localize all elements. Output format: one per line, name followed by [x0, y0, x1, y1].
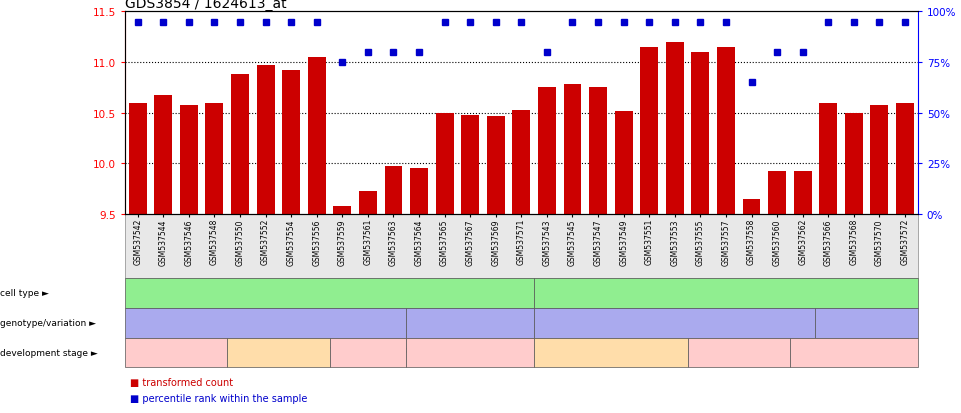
Text: atonal mutant: atonal mutant: [832, 318, 901, 328]
Bar: [896, 103, 914, 214]
Text: atonalGFP reporter_minus: atonalGFP reporter_minus: [662, 288, 790, 299]
Bar: [743, 199, 760, 214]
Bar: [487, 116, 505, 214]
Text: 6.75-7.75 hrs after egg
laying: 6.75-7.75 hrs after egg laying: [571, 346, 652, 359]
Text: 5.75-6.75 hrs after egg
laying: 5.75-6.75 hrs after egg laying: [813, 346, 895, 359]
Bar: [640, 48, 658, 214]
Bar: [512, 110, 530, 214]
Text: 7.75-8.75 hrs after egg
laying: 7.75-8.75 hrs after egg laying: [328, 346, 408, 359]
Text: atonalGFP reporter_plus: atonalGFP reporter_plus: [271, 288, 388, 299]
Text: GDS3854 / 1624613_at: GDS3854 / 1624613_at: [125, 0, 286, 12]
Text: 5.75-6.75 hrs after egg laying: 5.75-6.75 hrs after egg laying: [418, 350, 523, 356]
Bar: [231, 75, 249, 214]
Bar: [180, 105, 198, 214]
Text: wild type: wild type: [243, 318, 288, 328]
Text: ■ transformed count: ■ transformed count: [130, 377, 233, 387]
Bar: [359, 191, 377, 214]
Bar: [257, 66, 275, 214]
Bar: [461, 115, 480, 214]
Bar: [845, 113, 863, 214]
Bar: [410, 169, 428, 214]
Text: development stage ►: development stage ►: [0, 348, 98, 357]
Text: 5.75-6.75 hrs after egg
laying: 5.75-6.75 hrs after egg laying: [136, 346, 216, 359]
Bar: [820, 103, 837, 214]
Bar: [615, 112, 632, 214]
Bar: [538, 88, 555, 214]
Text: 6.75-7.75 hrs after egg
laying: 6.75-7.75 hrs after egg laying: [238, 346, 319, 359]
Bar: [666, 43, 683, 214]
Text: 7.75-8.75 hrs after
egg laying: 7.75-8.75 hrs after egg laying: [706, 346, 772, 359]
Bar: [589, 88, 607, 214]
Text: cell type ►: cell type ►: [0, 289, 49, 298]
Text: atonal mutant: atonal mutant: [435, 318, 505, 328]
Bar: [871, 105, 888, 214]
Text: ■ percentile rank within the sample: ■ percentile rank within the sample: [130, 393, 308, 403]
Bar: [283, 71, 300, 214]
Bar: [155, 96, 172, 214]
Bar: [129, 103, 147, 214]
Text: wild type: wild type: [653, 318, 697, 328]
Bar: [435, 113, 454, 214]
Bar: [794, 172, 812, 214]
Bar: [308, 58, 326, 214]
Bar: [563, 85, 581, 214]
Bar: [717, 48, 735, 214]
Bar: [768, 172, 786, 214]
Bar: [384, 167, 403, 214]
Bar: [206, 103, 223, 214]
Bar: [691, 53, 709, 214]
Text: genotype/variation ►: genotype/variation ►: [0, 318, 96, 328]
Bar: [333, 206, 352, 214]
